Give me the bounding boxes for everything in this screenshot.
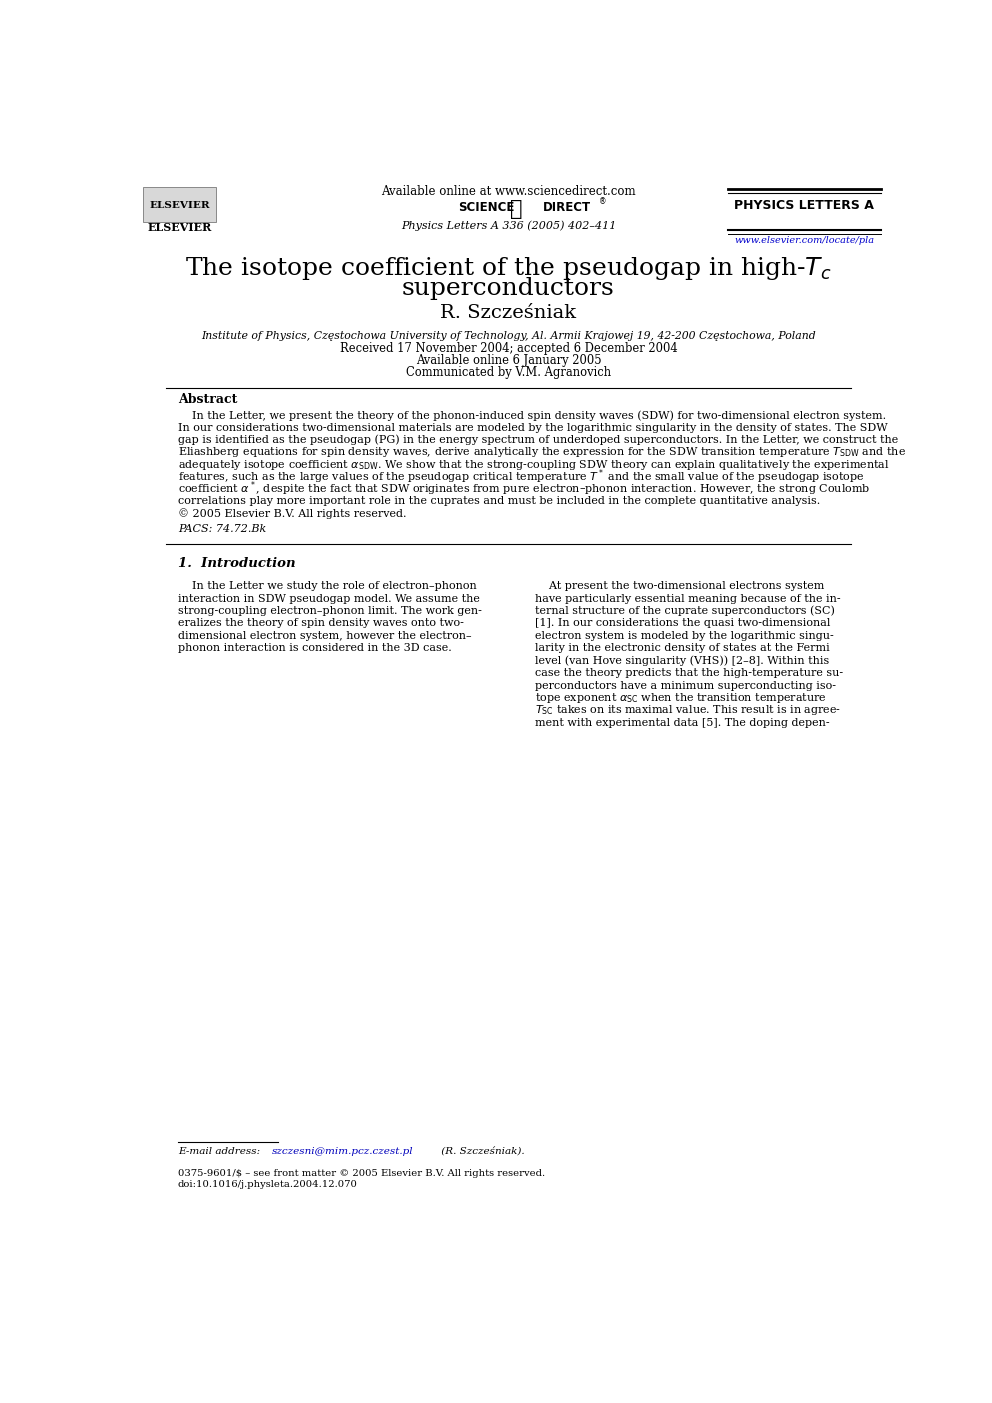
Text: The isotope coefficient of the pseudogap in high-$T_c$: The isotope coefficient of the pseudogap… bbox=[186, 255, 831, 282]
Text: gap is identified as the pseudogap (PG) in the energy spectrum of underdoped sup: gap is identified as the pseudogap (PG) … bbox=[178, 435, 898, 445]
Text: perconductors have a minimum superconducting iso-: perconductors have a minimum superconduc… bbox=[536, 680, 836, 690]
Text: PHYSICS LETTERS A: PHYSICS LETTERS A bbox=[734, 199, 874, 212]
Text: 1.  Introduction: 1. Introduction bbox=[178, 557, 296, 570]
Text: SCIENCE: SCIENCE bbox=[458, 201, 515, 213]
Text: eralizes the theory of spin density waves onto two-: eralizes the theory of spin density wave… bbox=[178, 619, 463, 629]
Text: szczesni@mim.pcz.czest.pl: szczesni@mim.pcz.czest.pl bbox=[272, 1146, 414, 1156]
Text: coefficient $\alpha^*$, despite the fact that SDW originates from pure electron–: coefficient $\alpha^*$, despite the fact… bbox=[178, 480, 870, 498]
Text: Abstract: Abstract bbox=[178, 393, 237, 405]
Text: Communicated by V.M. Agranovich: Communicated by V.M. Agranovich bbox=[406, 366, 611, 379]
Text: features, such as the large values of the pseudogap critical temperature $T^*$ a: features, such as the large values of th… bbox=[178, 467, 864, 485]
Text: dimensional electron system, however the electron–: dimensional electron system, however the… bbox=[178, 631, 471, 641]
Text: ternal structure of the cuprate superconductors (SC): ternal structure of the cuprate supercon… bbox=[536, 606, 835, 616]
Text: ELSEVIER: ELSEVIER bbox=[149, 201, 209, 209]
Text: ment with experimental data [5]. The doping depen-: ment with experimental data [5]. The dop… bbox=[536, 718, 830, 728]
Text: phonon interaction is considered in the 3D case.: phonon interaction is considered in the … bbox=[178, 643, 451, 654]
Text: Institute of Physics, Częstochowa University of Technology, Al. Armii Krajowej 1: Institute of Physics, Częstochowa Univer… bbox=[201, 331, 815, 341]
Text: (R. Szcześniak).: (R. Szcześniak). bbox=[437, 1146, 525, 1156]
Bar bbox=[143, 187, 216, 222]
Text: level (van Hove singularity (VHS)) [2–8]. Within this: level (van Hove singularity (VHS)) [2–8]… bbox=[536, 655, 829, 666]
Text: doi:10.1016/j.physleta.2004.12.070: doi:10.1016/j.physleta.2004.12.070 bbox=[178, 1180, 358, 1190]
Text: tope exponent $\alpha_{\rm SC}$ when the transition temperature: tope exponent $\alpha_{\rm SC}$ when the… bbox=[536, 690, 827, 704]
Text: have particularly essential meaning because of the in-: have particularly essential meaning beca… bbox=[536, 593, 841, 603]
Text: Available online 6 January 2005: Available online 6 January 2005 bbox=[416, 354, 601, 368]
Text: correlations play more important role in the cuprates and must be included in th: correlations play more important role in… bbox=[178, 497, 820, 506]
Text: interaction in SDW pseudogap model. We assume the: interaction in SDW pseudogap model. We a… bbox=[178, 593, 480, 603]
Text: © 2005 Elsevier B.V. All rights reserved.: © 2005 Elsevier B.V. All rights reserved… bbox=[178, 508, 407, 519]
Text: adequately isotope coefficient $\alpha_{\rm SDW}$. We show that the strong-coupl: adequately isotope coefficient $\alpha_{… bbox=[178, 457, 890, 471]
Text: 0375-9601/$ – see front matter © 2005 Elsevier B.V. All rights reserved.: 0375-9601/$ – see front matter © 2005 El… bbox=[178, 1169, 545, 1177]
Text: E-mail address:: E-mail address: bbox=[178, 1146, 263, 1156]
Text: larity in the electronic density of states at the Fermi: larity in the electronic density of stat… bbox=[536, 643, 830, 654]
Text: [1]. In our considerations the quasi two-dimensional: [1]. In our considerations the quasi two… bbox=[536, 619, 830, 629]
Text: electron system is modeled by the logarithmic singu-: electron system is modeled by the logari… bbox=[536, 631, 834, 641]
Text: PACS: 74.72.Bk: PACS: 74.72.Bk bbox=[178, 523, 266, 535]
Text: superconductors: superconductors bbox=[402, 276, 615, 300]
Text: In the Letter we study the role of electron–phonon: In the Letter we study the role of elect… bbox=[178, 581, 476, 591]
Text: Eliashberg equations for spin density waves, derive analytically the expression : Eliashberg equations for spin density wa… bbox=[178, 445, 906, 459]
Text: DIRECT: DIRECT bbox=[543, 201, 591, 213]
Text: strong-coupling electron–phonon limit. The work gen-: strong-coupling electron–phonon limit. T… bbox=[178, 606, 482, 616]
Text: In our considerations two-dimensional materials are modeled by the logarithmic s: In our considerations two-dimensional ma… bbox=[178, 422, 888, 434]
Text: Received 17 November 2004; accepted 6 December 2004: Received 17 November 2004; accepted 6 De… bbox=[339, 342, 678, 355]
Text: ⓓ: ⓓ bbox=[510, 199, 523, 219]
Text: In the Letter, we present the theory of the phonon-induced spin density waves (S: In the Letter, we present the theory of … bbox=[178, 411, 886, 421]
Text: ELSEVIER: ELSEVIER bbox=[147, 222, 211, 233]
Text: At present the two-dimensional electrons system: At present the two-dimensional electrons… bbox=[536, 581, 824, 591]
Text: ®: ® bbox=[599, 198, 607, 206]
Text: case the theory predicts that the high-temperature su-: case the theory predicts that the high-t… bbox=[536, 668, 843, 678]
Text: R. Szcześniak: R. Szcześniak bbox=[440, 304, 576, 323]
Text: $T_{\rm SC}$ takes on its maximal value. This result is in agree-: $T_{\rm SC}$ takes on its maximal value.… bbox=[536, 703, 841, 717]
Text: Physics Letters A 336 (2005) 402–411: Physics Letters A 336 (2005) 402–411 bbox=[401, 220, 616, 231]
Text: www.elsevier.com/locate/pla: www.elsevier.com/locate/pla bbox=[734, 236, 875, 246]
Text: Available online at www.sciencedirect.com: Available online at www.sciencedirect.co… bbox=[381, 185, 636, 198]
